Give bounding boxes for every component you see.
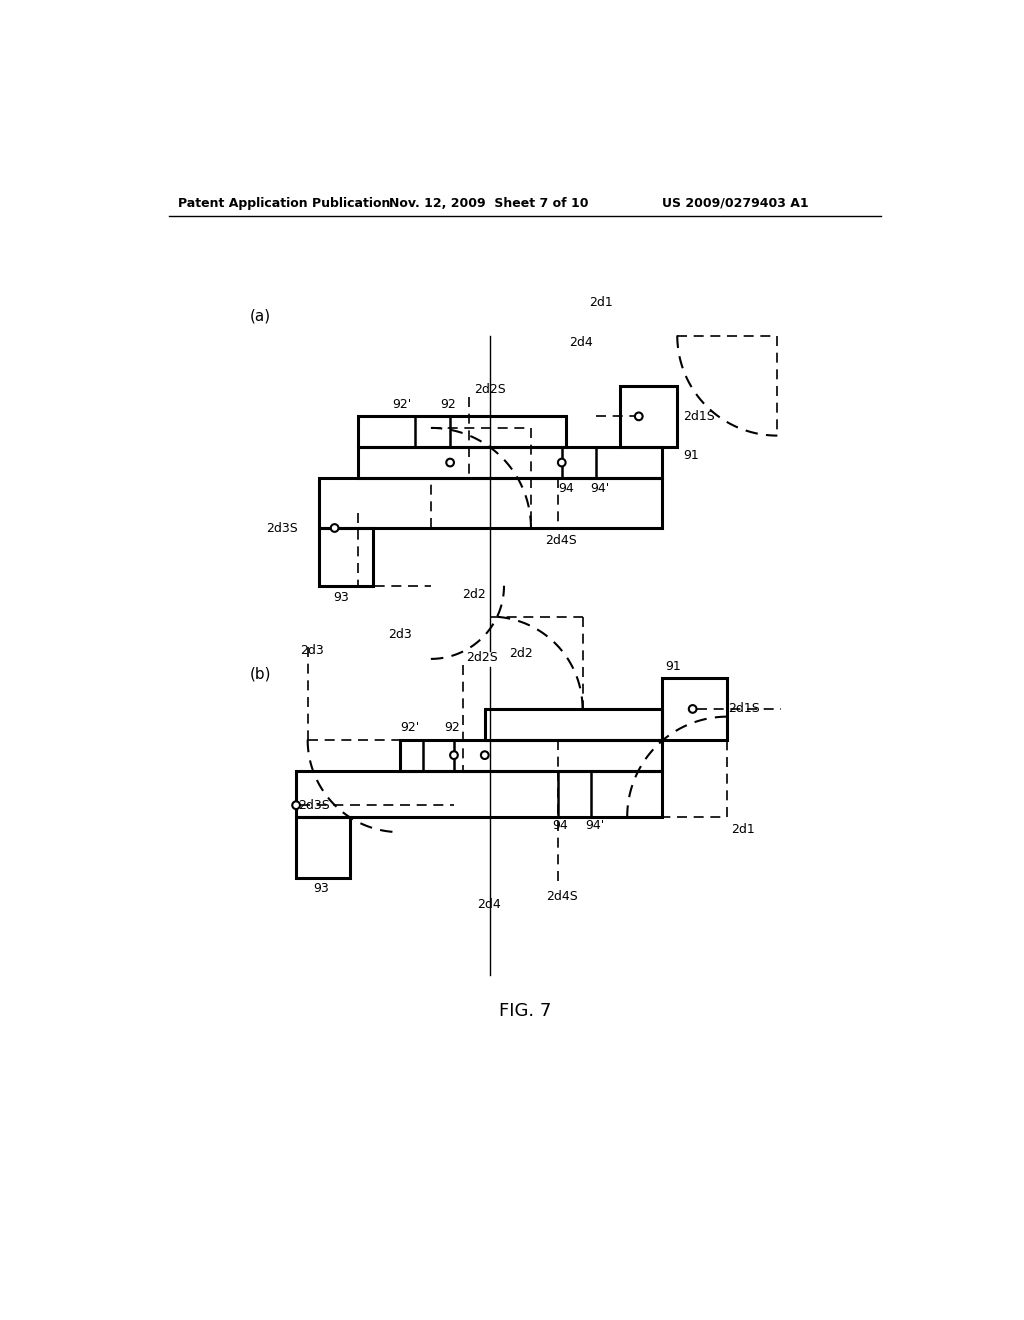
Text: 2d4S: 2d4S	[545, 535, 577, 548]
Text: 2d2: 2d2	[462, 589, 485, 601]
Text: (a): (a)	[250, 309, 271, 323]
Bar	[484, 709, 662, 739]
Bar	[620, 385, 677, 447]
Text: Nov. 12, 2009  Sheet 7 of 10: Nov. 12, 2009 Sheet 7 of 10	[388, 197, 588, 210]
Text: 2d4: 2d4	[569, 337, 593, 350]
Text: 92': 92'	[392, 397, 412, 411]
Circle shape	[635, 413, 643, 420]
Text: US 2009/0279403 A1: US 2009/0279403 A1	[662, 197, 809, 210]
Circle shape	[446, 459, 454, 466]
Text: 2d1: 2d1	[589, 296, 612, 309]
Text: 2d1S: 2d1S	[728, 702, 760, 715]
Text: 2d3S: 2d3S	[298, 799, 330, 812]
Text: 2d2: 2d2	[509, 647, 534, 660]
Text: 91: 91	[683, 449, 699, 462]
Bar	[319, 478, 662, 528]
Text: 94': 94'	[590, 482, 609, 495]
Bar	[296, 771, 662, 817]
Bar	[662, 678, 727, 739]
Circle shape	[331, 524, 339, 532]
Text: FIG. 7: FIG. 7	[499, 1002, 551, 1019]
Text: 94: 94	[553, 818, 568, 832]
Text: 2d4S: 2d4S	[547, 890, 579, 903]
Circle shape	[292, 801, 300, 809]
Bar	[319, 528, 373, 586]
Circle shape	[451, 751, 458, 759]
Text: 92: 92	[443, 721, 460, 734]
Text: 92': 92'	[400, 721, 420, 734]
Text: 2d2S: 2d2S	[474, 383, 506, 396]
Text: 2d1: 2d1	[731, 822, 755, 836]
Text: 2d3S: 2d3S	[266, 521, 298, 535]
Text: 2d2S: 2d2S	[466, 651, 498, 664]
Text: 93: 93	[333, 591, 348, 605]
Text: 94: 94	[559, 482, 574, 495]
Text: 2d4: 2d4	[477, 898, 501, 911]
Text: 93: 93	[313, 882, 330, 895]
Text: 92: 92	[440, 397, 457, 411]
Bar	[357, 416, 565, 447]
Text: Patent Application Publication: Patent Application Publication	[178, 197, 391, 210]
Circle shape	[558, 459, 565, 466]
Text: (b): (b)	[250, 667, 271, 681]
Text: 91: 91	[666, 660, 681, 673]
Bar	[357, 447, 662, 478]
Text: 2d1S: 2d1S	[683, 409, 715, 422]
Text: 2d3: 2d3	[388, 628, 412, 642]
Circle shape	[481, 751, 488, 759]
Bar	[296, 817, 350, 878]
Bar	[400, 739, 662, 771]
Text: 2d3: 2d3	[300, 644, 324, 657]
Text: 94': 94'	[585, 818, 604, 832]
Circle shape	[689, 705, 696, 713]
